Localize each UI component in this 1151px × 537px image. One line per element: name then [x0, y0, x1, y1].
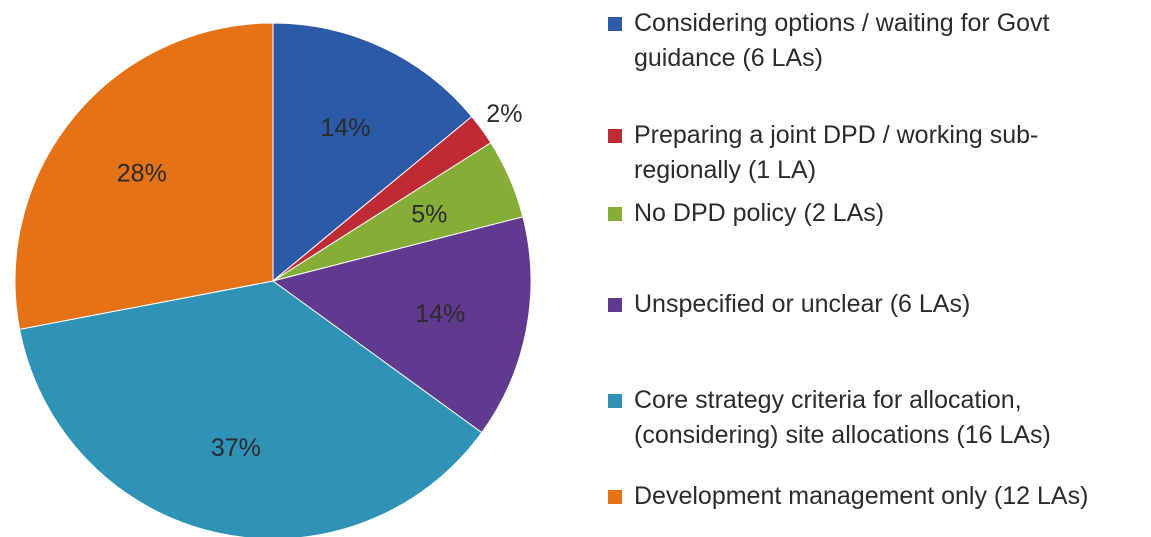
legend-label: No DPD policy (2 LAs) [634, 199, 885, 227]
pie-slice-development-management [14, 22, 274, 330]
legend-label: Preparing a joint DPD / working sub- reg… [634, 121, 1039, 184]
slice-label-development-management: 28% [117, 159, 167, 187]
pie-slice-labels: 14% 2% 5% 14% 37% 28% [117, 100, 523, 462]
pie-slices [14, 22, 532, 537]
legend-label: Unspecified or unclear (6 LAs) [634, 290, 971, 318]
slice-label-unspecified: 14% [415, 300, 465, 328]
legend-swatch [608, 207, 622, 221]
legend-label: Considering options / waiting for Govt g… [634, 9, 1050, 72]
slice-label-core-strategy: 37% [211, 434, 261, 462]
pie-slice-unspecified [271, 216, 532, 434]
pie-slice-considering-options [272, 22, 473, 283]
slice-label-considering-options: 14% [320, 114, 370, 142]
legend-swatch [608, 394, 622, 408]
legend-label: Development management only (12 LAs) [634, 482, 1089, 510]
legend-swatch [608, 129, 622, 143]
legend-swatch [608, 298, 622, 312]
legend-swatch [608, 490, 622, 504]
slice-label-joint-dpd: 2% [486, 100, 522, 128]
slice-label-no-dpd-policy: 5% [411, 200, 447, 228]
legend-label: Core strategy criteria for allocation, (… [634, 386, 1051, 449]
legend-swatch [608, 17, 622, 31]
chart-legend: Considering options / waiting for Govt g… [608, 0, 1148, 537]
pie-slice-core-strategy [18, 280, 483, 537]
